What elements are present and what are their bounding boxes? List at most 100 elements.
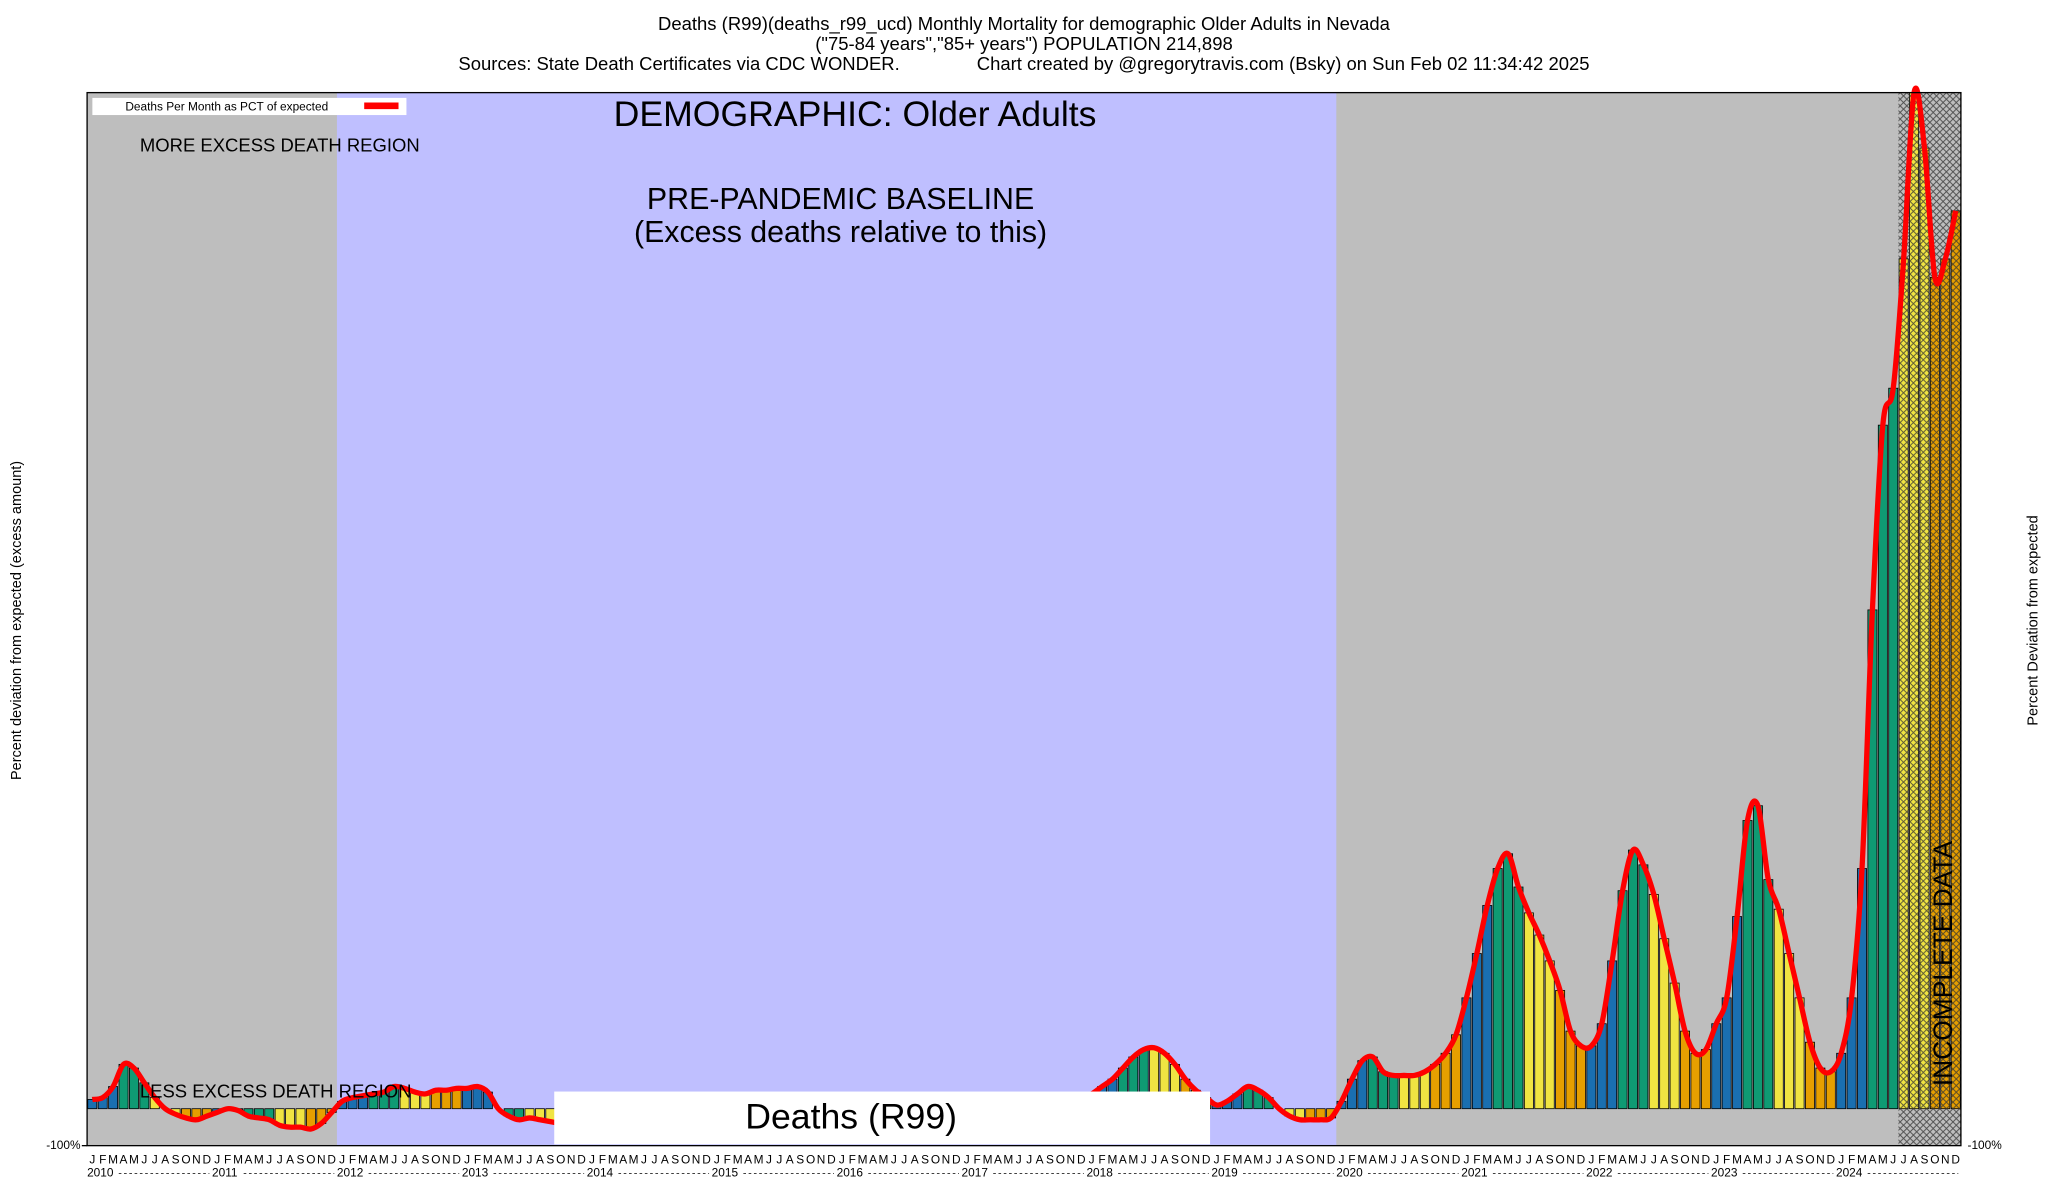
month-label: M [1128,1152,1138,1166]
year-label: 2020 [1336,1166,1363,1180]
month-label: J [1141,1152,1147,1166]
month-label: A [369,1152,377,1166]
baseline-region [336,92,1337,1146]
month-label: A [869,1152,877,1166]
title-line: Sources: State Death Certificates via CD… [458,53,1589,74]
month-label: N [1816,1152,1825,1166]
month-label: S [1296,1152,1304,1166]
month-label: F [1348,1152,1355,1166]
month-label: M [629,1152,639,1166]
month-label: F [1473,1152,1480,1166]
month-label: S [1171,1152,1179,1166]
baseline: PRE-PANDEMIC BASELINE [647,183,1034,216]
month-label: S [172,1152,180,1166]
month-label: N [442,1152,451,1166]
year-label: 2019 [1211,1166,1238,1180]
incomplete-region [1898,92,1961,1146]
month-label: M [608,1152,618,1166]
month-label: M [358,1152,368,1166]
bar [1440,1052,1451,1110]
month-label: A [1535,1152,1543,1166]
month-label: F [1098,1152,1105,1166]
month-label: A [1244,1152,1252,1166]
year-label: 2018 [1086,1166,1113,1180]
month-label: F [1598,1152,1605,1166]
bar [1399,1075,1409,1110]
month-label: M [754,1152,764,1166]
bar [1534,934,1545,1110]
bar [1409,1075,1420,1110]
demographic: DEMOGRAPHIC: Older Adults [614,94,1097,134]
month-label: J [1890,1152,1896,1166]
month-label: J [891,1152,897,1166]
month-label: O [181,1152,190,1166]
bar [1648,894,1659,1110]
bar [1388,1075,1399,1110]
month-label: S [921,1152,929,1166]
incomplete: INCOMPLETE DATA [1928,841,1958,1087]
month-label: O [1556,1152,1565,1166]
month-label: A [1910,1152,1918,1166]
month-label: A [161,1152,169,1166]
baseline-note: (Excess deaths relative to this) [634,216,1047,249]
month-label: D [203,1152,212,1166]
bar [1763,879,1774,1110]
year-label: 2017 [962,1166,988,1180]
bar [462,1087,473,1110]
month-label: O [1306,1152,1315,1166]
month-label: M [254,1152,264,1166]
month-label: F [349,1152,356,1166]
year-label: 2024 [1836,1166,1863,1180]
bar [1690,1052,1701,1110]
month-label: J [1901,1152,1907,1166]
month-label: S [671,1152,679,1166]
month-label: D [952,1152,961,1166]
bar [295,1108,306,1128]
more-region: MORE EXCESS DEATH REGION [140,135,420,156]
month-label: O [1181,1152,1190,1166]
month-label: F [724,1152,731,1166]
month-label: J [1838,1152,1844,1166]
month-label: D [577,1152,586,1166]
month-label: N [817,1152,826,1166]
month-label: A [911,1152,919,1166]
month-label: A [536,1152,544,1166]
bar [1419,1071,1430,1110]
month-label: J [1401,1152,1407,1166]
month-label: S [1796,1152,1804,1166]
month-label: J [1016,1152,1022,1166]
month-label: J [214,1152,220,1166]
month-label: A [661,1152,669,1166]
month-label: J [1526,1152,1532,1166]
year-label: 2013 [462,1166,489,1180]
month-label: N [567,1152,576,1166]
month-label: M [1732,1152,1742,1166]
legend-box [92,97,407,116]
month-label: M [129,1152,139,1166]
month-label: A [120,1152,128,1166]
year-label: 2021 [1461,1166,1488,1180]
month-label: A [619,1152,627,1166]
month-label: J [141,1152,147,1166]
month-label: A [1785,1152,1793,1166]
month-label: D [702,1152,711,1166]
month-label: D [1577,1152,1586,1166]
cause-box [554,1091,1211,1145]
month-label: F [974,1152,981,1166]
less-region: LESS EXCESS DEATH REGION [140,1081,412,1102]
month-label: D [327,1152,336,1166]
month-label: J [641,1152,647,1166]
month-label: M [879,1152,889,1166]
y-label: Percent deviation from expected (excess … [9,461,25,780]
bar [1638,864,1649,1110]
month-label: O [556,1152,565,1166]
month-label: D [1951,1152,1960,1166]
month-label: J [402,1152,408,1166]
cause-label: Deaths (R99) [745,1097,957,1137]
month-label: J [1151,1152,1157,1166]
month-label: M [1857,1152,1867,1166]
bar [1628,849,1638,1110]
month-label: D [1327,1152,1336,1166]
month-label: S [297,1152,305,1166]
